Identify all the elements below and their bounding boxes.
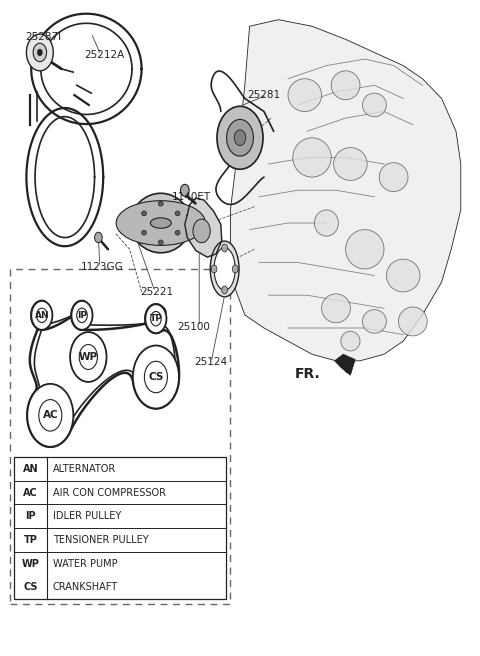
- Text: CRANKSHAFT: CRANKSHAFT: [53, 582, 118, 592]
- Ellipse shape: [386, 259, 420, 292]
- Text: TP: TP: [149, 314, 162, 323]
- Ellipse shape: [341, 331, 360, 351]
- Text: 25100: 25100: [178, 321, 210, 332]
- Ellipse shape: [175, 230, 180, 235]
- Circle shape: [227, 119, 253, 156]
- Circle shape: [70, 332, 107, 382]
- Ellipse shape: [142, 230, 146, 235]
- Ellipse shape: [158, 201, 163, 206]
- Circle shape: [33, 43, 47, 62]
- Circle shape: [26, 34, 53, 71]
- Text: TENSIONER PULLEY: TENSIONER PULLEY: [53, 535, 148, 545]
- Ellipse shape: [175, 211, 180, 216]
- Text: AIR CON COMPRESSOR: AIR CON COMPRESSOR: [53, 487, 166, 498]
- Circle shape: [133, 346, 179, 409]
- Ellipse shape: [314, 210, 338, 236]
- Text: IDLER PULLEY: IDLER PULLEY: [53, 511, 121, 522]
- Ellipse shape: [362, 310, 386, 333]
- Ellipse shape: [334, 148, 367, 180]
- Text: FR.: FR.: [295, 367, 321, 381]
- Text: IP: IP: [77, 311, 87, 320]
- Circle shape: [79, 344, 97, 369]
- Polygon shape: [335, 354, 355, 375]
- Text: WATER PUMP: WATER PUMP: [53, 558, 118, 569]
- Ellipse shape: [214, 248, 235, 290]
- Ellipse shape: [288, 79, 322, 112]
- Ellipse shape: [210, 241, 239, 297]
- Text: 1123GG: 1123GG: [81, 262, 123, 272]
- Circle shape: [144, 361, 168, 393]
- Text: AC: AC: [43, 410, 58, 420]
- Circle shape: [36, 308, 47, 323]
- Ellipse shape: [131, 194, 191, 253]
- Text: AN: AN: [35, 311, 49, 320]
- Circle shape: [222, 244, 228, 252]
- Circle shape: [151, 312, 161, 326]
- Text: 25221: 25221: [141, 287, 174, 297]
- Ellipse shape: [116, 201, 205, 245]
- Ellipse shape: [322, 294, 350, 323]
- Polygon shape: [230, 20, 461, 361]
- Text: CS: CS: [148, 372, 164, 382]
- Ellipse shape: [398, 307, 427, 336]
- Text: CS: CS: [24, 582, 38, 592]
- Circle shape: [222, 286, 228, 294]
- Circle shape: [31, 301, 52, 330]
- Circle shape: [193, 219, 210, 243]
- Circle shape: [95, 232, 102, 243]
- Text: TP: TP: [24, 535, 37, 545]
- Text: 25287I: 25287I: [25, 32, 61, 43]
- Text: WP: WP: [79, 352, 98, 362]
- Text: WP: WP: [22, 558, 40, 569]
- Circle shape: [72, 301, 93, 330]
- Ellipse shape: [379, 163, 408, 192]
- Text: 1140ET: 1140ET: [172, 192, 211, 202]
- Circle shape: [77, 308, 87, 323]
- Text: 25212A: 25212A: [84, 50, 125, 60]
- Text: AN: AN: [23, 464, 38, 474]
- Ellipse shape: [150, 218, 171, 228]
- Circle shape: [180, 184, 189, 196]
- Text: 25281: 25281: [248, 90, 281, 100]
- Circle shape: [232, 265, 238, 273]
- Ellipse shape: [158, 240, 163, 245]
- Ellipse shape: [362, 93, 386, 117]
- Text: IP: IP: [25, 511, 36, 522]
- Ellipse shape: [346, 230, 384, 269]
- Circle shape: [27, 384, 73, 447]
- Ellipse shape: [293, 138, 331, 177]
- Circle shape: [37, 49, 42, 56]
- Polygon shape: [185, 198, 222, 257]
- Circle shape: [211, 265, 217, 273]
- Text: AC: AC: [24, 487, 38, 498]
- Text: ALTERNATOR: ALTERNATOR: [53, 464, 116, 474]
- Text: 25124: 25124: [194, 357, 228, 367]
- Circle shape: [234, 130, 246, 146]
- Ellipse shape: [142, 211, 146, 216]
- Circle shape: [217, 106, 263, 169]
- Circle shape: [39, 400, 62, 431]
- Bar: [14, 457, 226, 599]
- Ellipse shape: [331, 71, 360, 100]
- Circle shape: [145, 304, 167, 333]
